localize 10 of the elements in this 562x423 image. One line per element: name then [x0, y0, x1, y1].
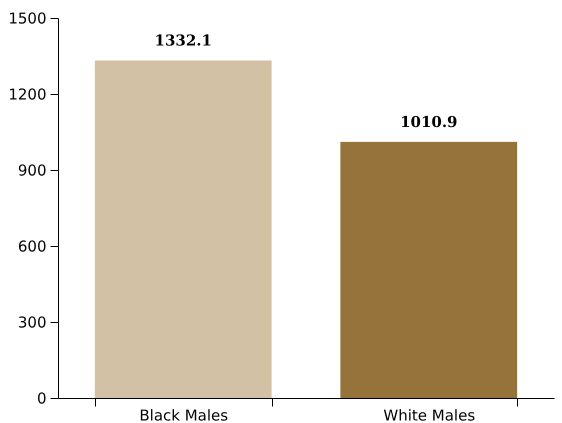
y-tick-label: 600: [18, 238, 46, 256]
y-tick-label: 1500: [8, 10, 46, 28]
y-tick-label: 0: [36, 390, 46, 408]
x-tick-label: Black Males: [139, 406, 228, 423]
y-tick-label: 300: [18, 314, 46, 332]
x-tick-label: White Males: [383, 406, 476, 423]
data-label: 1332.1: [154, 32, 212, 50]
y-tick-label: 1200: [8, 86, 46, 104]
data-label: 1010.9: [400, 112, 458, 131]
y-tick-label: 900: [18, 162, 46, 180]
